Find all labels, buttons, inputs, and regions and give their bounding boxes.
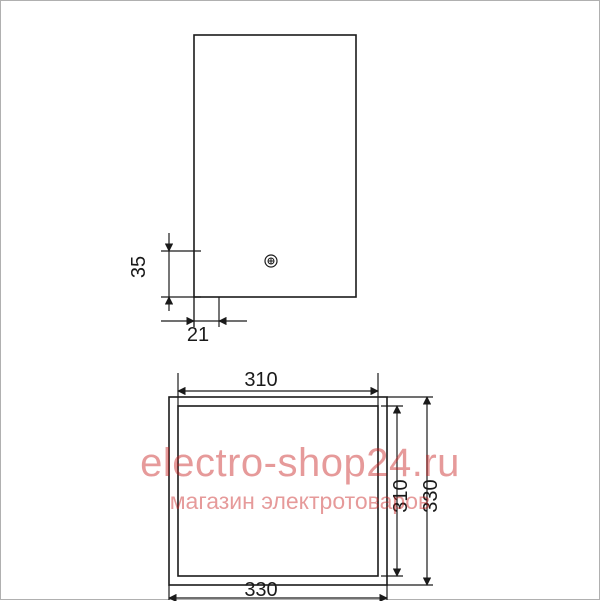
svg-text:35: 35 [128, 256, 150, 278]
svg-text:330: 330 [244, 579, 277, 601]
technical-drawing: 35 21 310 330 310 330 [1, 1, 600, 601]
svg-text:330: 330 [420, 479, 442, 512]
svg-text:21: 21 [187, 324, 209, 346]
svg-text:310: 310 [390, 479, 412, 512]
svg-text:310: 310 [244, 369, 277, 391]
